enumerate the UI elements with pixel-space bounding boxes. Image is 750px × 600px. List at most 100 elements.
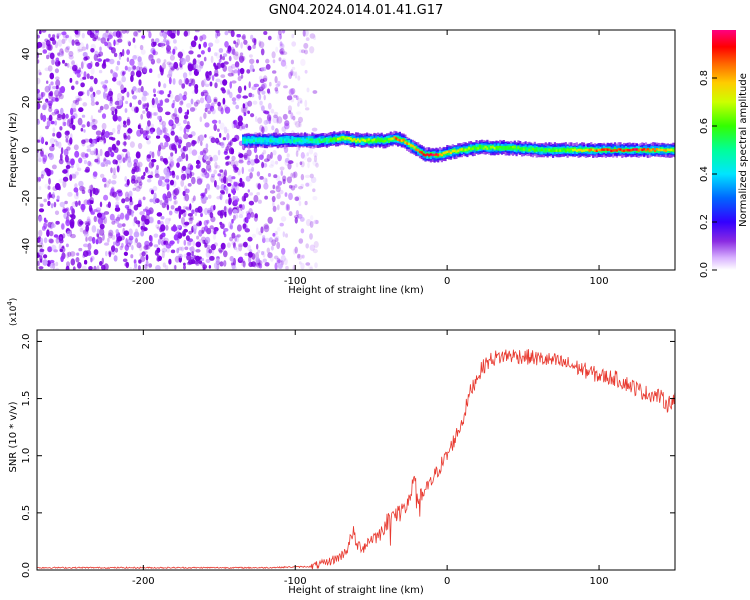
- spectrogram-noise-cell: [124, 176, 128, 182]
- spectrogram-noise-cell: [281, 30, 286, 34]
- spectrogram-noise-cell: [146, 111, 151, 119]
- spectrogram-noise-cell: [248, 168, 254, 173]
- spectrogram-noise-cell: [199, 134, 205, 142]
- spectrogram-noise-cell: [161, 248, 167, 253]
- spectrogram-noise-cell: [174, 116, 180, 125]
- spectrogram-noise-cell: [93, 249, 99, 256]
- spectrogram-noise-cell: [266, 114, 272, 122]
- spectrogram-noise-cell: [115, 66, 119, 71]
- spectrogram-noise-cell: [145, 206, 149, 212]
- spectrogram-noise-cell: [44, 183, 49, 189]
- spectrogram-noise-cell: [70, 258, 76, 266]
- spectrogram-noise-cell: [113, 255, 118, 262]
- spectrogram-noise-cell: [123, 132, 127, 139]
- spectrogram-noise-cell: [307, 265, 314, 269]
- spectrogram-noise-cell: [266, 247, 270, 254]
- spectrogram-noise-cell: [124, 197, 130, 202]
- spectrogram-noise-cell: [207, 46, 211, 53]
- spectrogram-noise-cell: [183, 262, 186, 266]
- spectrogram-noise-cell: [98, 51, 104, 57]
- spectrogram-noise-cell: [161, 250, 165, 259]
- spectrogram-ridge-cell: [291, 139, 294, 142]
- spectrogram-noise-cell: [129, 266, 132, 270]
- spectrogram-noise-cell: [117, 115, 122, 122]
- spectrogram-noise-cell: [248, 92, 253, 98]
- spectrogram-noise-cell: [311, 127, 318, 132]
- spectrogram-noise-cell: [109, 58, 115, 65]
- spectrogram-noise-cell: [287, 105, 292, 112]
- spectrogram-noise-cell: [55, 85, 59, 90]
- spectrogram-noise-cell: [102, 177, 107, 183]
- spectrogram-noise-cell: [206, 244, 212, 249]
- spectrogram-noise-cell: [74, 99, 80, 106]
- spectrogram-noise-cell: [137, 142, 143, 150]
- spectrogram-noise-cell: [75, 69, 81, 74]
- spectrogram-noise-cell: [139, 211, 145, 216]
- spectrogram-noise-cell: [78, 180, 84, 187]
- spectrogram-noise-cell: [240, 106, 247, 114]
- spectrogram-noise-cell: [192, 240, 196, 247]
- spectrogram-noise-cell: [304, 69, 308, 74]
- spectrogram-ridge-cell: [305, 139, 309, 142]
- spectrogram-noise-cell: [132, 220, 136, 227]
- spectrogram-noise-cell: [54, 210, 60, 216]
- spectrogram-noise-cell: [110, 47, 116, 54]
- spectrogram-noise-cell: [180, 57, 186, 66]
- spectrogram-noise-cell: [280, 201, 285, 206]
- spectrogram-noise-cell: [197, 54, 202, 58]
- spectrogram-noise-cell: [100, 173, 105, 178]
- spectrogram-noise-cell: [148, 57, 154, 62]
- spectrogram-noise-cell: [64, 200, 68, 205]
- spectrogram-noise-cell: [236, 94, 242, 99]
- spectrogram-noise-cell: [90, 115, 94, 122]
- spectrogram-ridge-cell: [597, 148, 600, 152]
- spectrogram-noise-cell: [179, 126, 183, 131]
- spectrogram-noise-cell: [253, 38, 257, 46]
- spectrogram-noise-cell: [242, 34, 246, 41]
- spectrogram-noise-cell: [170, 249, 176, 254]
- spectrogram-ridge-cell: [586, 148, 589, 152]
- spectrogram-noise-cell: [154, 198, 160, 204]
- spectrogram-noise-cell: [102, 233, 105, 241]
- spectrogram-noise-cell: [151, 41, 156, 48]
- spectrogram-noise-cell: [121, 242, 124, 248]
- spectrogram-noise-cell: [284, 64, 288, 69]
- spectrogram-noise-cell: [236, 224, 242, 232]
- spectrogram-noise-cell: [74, 30, 79, 35]
- spectrogram-noise-cell: [156, 164, 159, 170]
- spectrogram-noise-cell: [197, 59, 201, 64]
- spectrogram-noise-cell: [85, 236, 88, 242]
- spectrogram-noise-cell: [51, 111, 57, 116]
- spectrogram-noise-cell: [259, 100, 263, 106]
- spectrogram-noise-cell: [269, 81, 272, 87]
- spectrogram-noise-cell: [116, 140, 121, 146]
- spectrogram-noise-cell: [38, 266, 44, 270]
- spectrogram-noise-cell: [223, 53, 228, 57]
- spectrogram-noise-cell: [48, 33, 51, 39]
- spectrogram-noise-cell: [193, 195, 196, 202]
- spectrogram-ridge-cell: [302, 139, 305, 143]
- spectrogram-noise-cell: [204, 134, 207, 138]
- spectrogram-noise-cell: [149, 68, 153, 73]
- spectrogram-ridge-cell: [582, 149, 586, 152]
- spectrogram-ridge-cell: [448, 150, 451, 153]
- spectrogram-ridge-cell: [606, 148, 609, 151]
- spectrogram-noise-cell: [297, 213, 303, 219]
- spectrogram-noise-cell: [255, 116, 258, 123]
- spectrogram-noise-cell: [223, 61, 229, 65]
- spectrogram-noise-cell: [180, 99, 184, 105]
- colorbar-label: Normalized spectral amplitude: [738, 73, 749, 227]
- spectrogram-ridge-cell: [335, 138, 338, 141]
- spectrogram-noise-cell: [58, 158, 64, 165]
- spectrogram-noise-cell: [54, 96, 59, 101]
- spectrogram-noise-cell: [267, 35, 272, 41]
- spectrogram-noise-cell: [196, 235, 200, 240]
- spectrogram-noise-cell: [243, 112, 247, 117]
- spectrogram-ridge-cell: [517, 146, 520, 149]
- spectrogram-noise-cell: [269, 190, 276, 194]
- spectrogram-noise-cell: [139, 244, 143, 252]
- spectrogram-noise-cell: [260, 83, 266, 90]
- spectrogram-noise-cell: [149, 241, 153, 247]
- spectrogram-noise-cell: [42, 49, 48, 54]
- spectrogram-noise-cell: [276, 204, 280, 211]
